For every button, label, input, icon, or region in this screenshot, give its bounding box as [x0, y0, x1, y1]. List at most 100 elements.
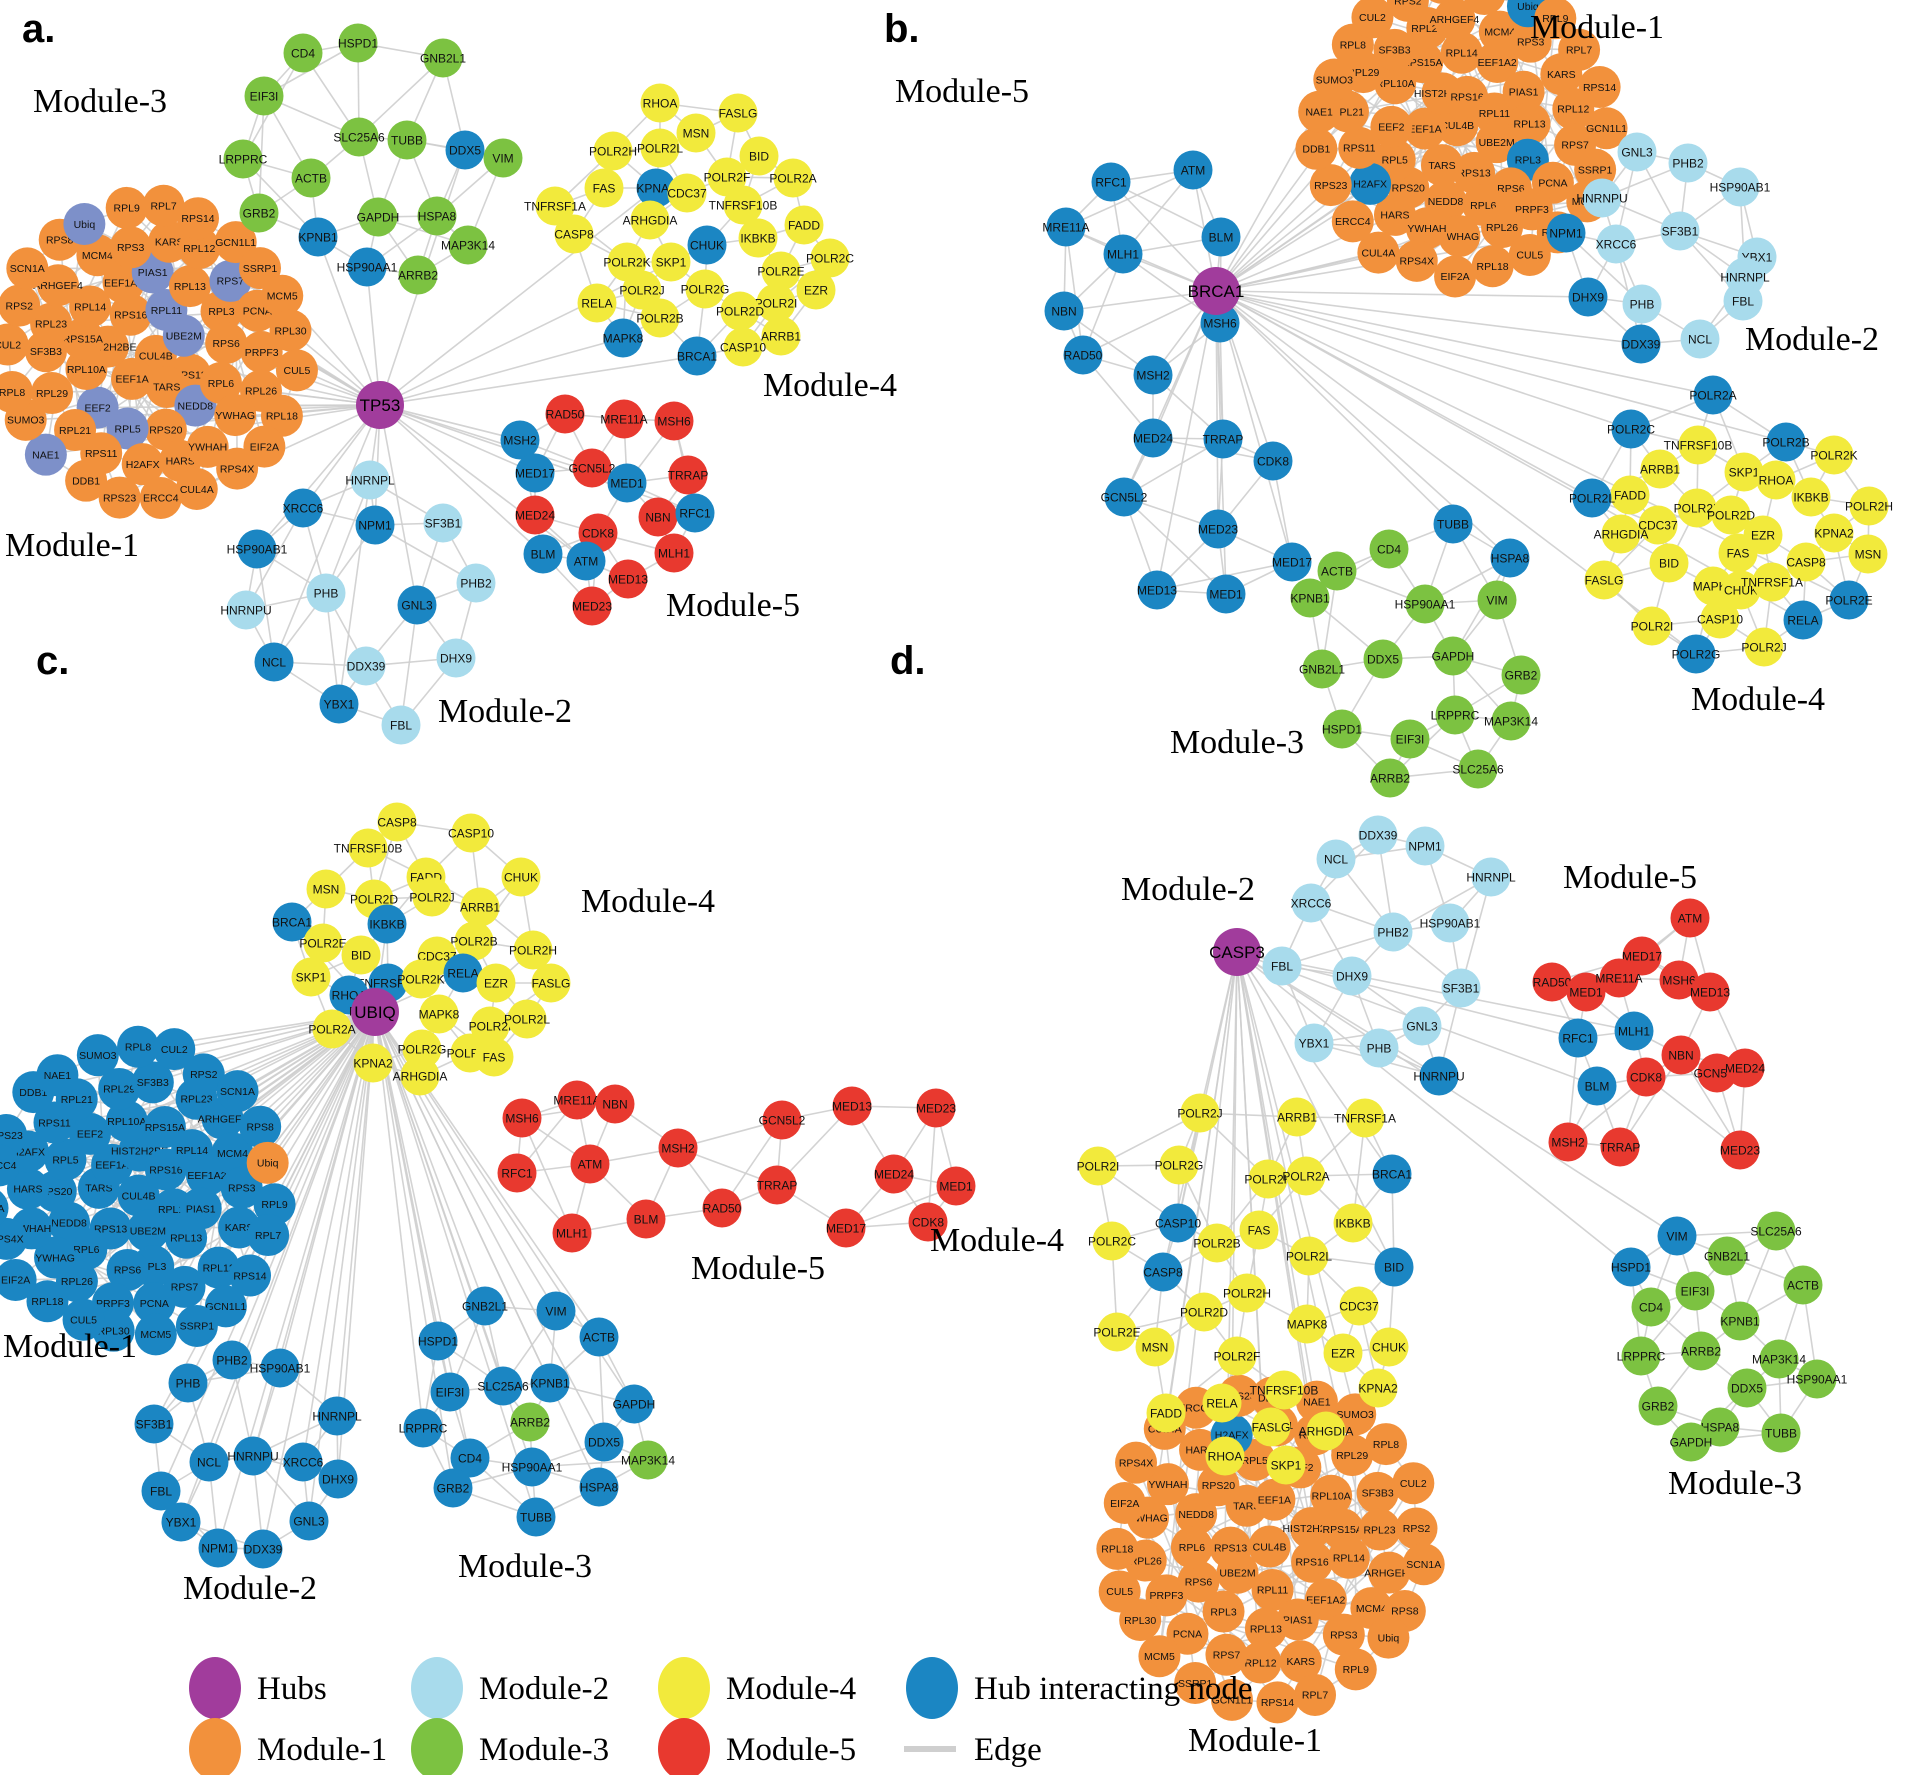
node-LRPPRC[interactable] — [1621, 1336, 1661, 1376]
node-SLC25A6[interactable] — [483, 1366, 523, 1406]
node-ERCC4[interactable] — [139, 476, 182, 519]
node-BRCA1[interactable] — [677, 336, 717, 376]
node-FADD[interactable] — [1610, 475, 1650, 515]
node-NEDD8[interactable] — [1175, 1493, 1218, 1536]
node-SF3B1[interactable] — [423, 503, 463, 543]
node-MSN[interactable] — [676, 113, 716, 153]
node-BID[interactable] — [1374, 1247, 1414, 1287]
node-EIF2A[interactable] — [0, 1258, 37, 1301]
node-FAS[interactable] — [1239, 1210, 1279, 1250]
node-POLR2L[interactable] — [640, 128, 680, 168]
node-H2AFX[interactable] — [1349, 162, 1392, 205]
node-HSP90AA1[interactable] — [1797, 1359, 1837, 1399]
node-POLR2K[interactable] — [1814, 435, 1854, 475]
node-TARS[interactable] — [1420, 144, 1463, 187]
node-EEF1A2[interactable] — [1476, 41, 1519, 84]
node-RPS6[interactable] — [1177, 1560, 1220, 1603]
node-POLR2J[interactable] — [412, 877, 452, 917]
node-GCN5L2[interactable] — [762, 1100, 802, 1140]
node-MCM5[interactable] — [261, 274, 304, 317]
node-RPS3[interactable] — [109, 226, 152, 269]
node-RPL6[interactable] — [199, 361, 242, 404]
node-MED24[interactable] — [874, 1154, 914, 1194]
node-FAS[interactable] — [584, 168, 624, 208]
node-CASP10[interactable] — [1700, 599, 1740, 639]
node-SF3B1[interactable] — [134, 1404, 174, 1444]
node-ARRB2[interactable] — [1681, 1331, 1721, 1371]
node-MLH1[interactable] — [1103, 234, 1143, 274]
node-EEF1A[interactable] — [1253, 1478, 1296, 1521]
node-YBX1[interactable] — [319, 684, 359, 724]
node-CASP8[interactable] — [1143, 1252, 1183, 1292]
node-POLR2G[interactable] — [1159, 1145, 1199, 1185]
node-ARHGEF4[interactable] — [1368, 1551, 1411, 1594]
node-FBL[interactable] — [1723, 281, 1763, 321]
node-KPNA2[interactable] — [1814, 513, 1854, 553]
node-BID[interactable] — [1649, 543, 1689, 583]
node-TNFRSF10B[interactable] — [1264, 1370, 1304, 1410]
node-SLC25A6[interactable] — [339, 117, 379, 157]
node-POLR2C[interactable] — [810, 238, 850, 278]
node-VIM[interactable] — [536, 1291, 576, 1331]
node-POLR2I[interactable] — [1078, 1146, 1118, 1186]
node-RHOA[interactable] — [640, 83, 680, 123]
node-GRB2[interactable] — [433, 1468, 473, 1508]
node-POLR2A[interactable] — [773, 158, 813, 198]
node-CHUK[interactable] — [1721, 570, 1761, 610]
node-FBL[interactable] — [381, 705, 421, 745]
node-MED24[interactable] — [1133, 418, 1173, 458]
node-EEF2[interactable] — [69, 1112, 112, 1155]
node-POLR2I[interactable] — [756, 283, 796, 323]
node-DHX9[interactable] — [436, 638, 476, 678]
node-POLR2G[interactable] — [1676, 634, 1716, 674]
node-RPL12[interactable] — [197, 1246, 240, 1289]
node-BRCA1[interactable] — [1372, 1154, 1412, 1194]
node-SF3B1[interactable] — [1441, 968, 1481, 1008]
node-RPL3[interactable] — [1202, 1590, 1245, 1633]
node-MCM5[interactable] — [1138, 1635, 1181, 1678]
hub-UBIQ[interactable] — [351, 988, 399, 1036]
node-ATM[interactable] — [1173, 150, 1213, 190]
node-POLR2L[interactable] — [1289, 1236, 1329, 1276]
node-MED17[interactable] — [826, 1208, 866, 1248]
node-NAE1[interactable] — [36, 1054, 79, 1097]
node-RPL7[interactable] — [1558, 28, 1601, 71]
node-MRE11A[interactable] — [1046, 207, 1086, 247]
node-FASLG[interactable] — [718, 93, 758, 133]
node-GAPDH[interactable] — [1671, 1422, 1711, 1462]
node-POLR2D[interactable] — [1184, 1292, 1224, 1332]
node-ARHGDIA[interactable] — [1306, 1411, 1346, 1451]
node-TRRAP[interactable] — [1600, 1127, 1640, 1167]
node-RFC1[interactable] — [675, 493, 715, 533]
node-MAP3K14[interactable] — [628, 1440, 668, 1480]
node-RPL18[interactable] — [1471, 245, 1514, 288]
node-MED13[interactable] — [1690, 972, 1730, 1012]
node-ACTB[interactable] — [579, 1317, 619, 1357]
node-GAPDH[interactable] — [614, 1384, 654, 1424]
node-NCL[interactable] — [254, 642, 294, 682]
node-HSP90AB1[interactable] — [1430, 903, 1470, 943]
node-CUL4A[interactable] — [0, 1187, 9, 1229]
node-RAD50[interactable] — [1063, 335, 1103, 375]
node-PHB2[interactable] — [212, 1340, 252, 1380]
node-FADD[interactable] — [1146, 1393, 1186, 1433]
node-CUL2[interactable] — [1392, 1462, 1435, 1505]
node-MED17[interactable] — [515, 453, 555, 493]
node-DDX39[interactable] — [346, 646, 386, 686]
node-YWHAH[interactable] — [1146, 1463, 1189, 1506]
node-RHOA[interactable] — [1205, 1436, 1245, 1476]
node-RPS3[interactable] — [220, 1166, 263, 1209]
node-RPL12[interactable] — [178, 227, 221, 270]
node-POLR2I[interactable] — [470, 1006, 510, 1046]
node-RPS16[interactable] — [109, 293, 152, 336]
node-GAPDH[interactable] — [358, 197, 398, 237]
node-GNB2L1[interactable] — [423, 38, 463, 78]
node-POLR2F[interactable] — [1217, 1336, 1257, 1376]
node-EZR[interactable] — [1323, 1333, 1363, 1373]
node-HSP90AB1[interactable] — [237, 529, 277, 569]
node-DHX9[interactable] — [1568, 277, 1608, 317]
node-RPL11[interactable] — [1251, 1568, 1294, 1611]
node-TNFRSF10B[interactable] — [348, 828, 388, 868]
node-MRE11A[interactable] — [604, 399, 644, 439]
node-RPS14[interactable] — [1578, 65, 1621, 108]
